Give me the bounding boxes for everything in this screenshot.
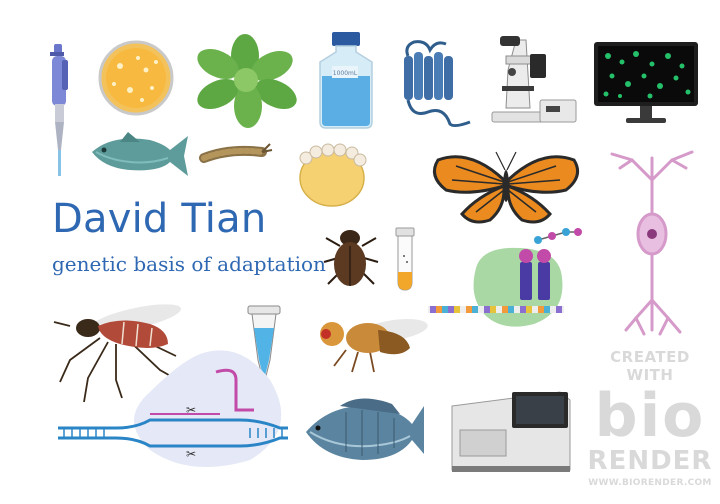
watermark-logo: bio	[594, 381, 706, 451]
embryo-icon	[299, 143, 367, 207]
monitor-cells-icon	[594, 42, 698, 123]
svg-text:✂: ✂	[186, 447, 196, 461]
bottle-label: 1000mL	[333, 70, 358, 77]
tilapia-icon	[306, 398, 424, 460]
microscope-icon	[491, 36, 577, 123]
pipette-icon	[50, 44, 68, 176]
svg-text:✂: ✂	[186, 403, 196, 417]
watermark-line1: CREATED WITH	[610, 348, 690, 384]
larva-icon	[199, 143, 273, 163]
sample-tube-icon	[395, 227, 415, 291]
watermark-url: WWW.BIORENDER.COM	[588, 478, 712, 488]
plant-rosette-icon	[197, 34, 297, 128]
fish-icon	[92, 132, 188, 176]
fruit-fly-icon	[320, 319, 428, 373]
neuron-icon	[610, 150, 694, 336]
media-bottle-icon: 1000mL	[319, 32, 373, 129]
microcentrifuge-tube-icon	[247, 305, 281, 385]
transcription-complex-icon	[428, 228, 582, 327]
biorender-watermark: CREATED WITH bio RENDER WWW.BIORENDER.CO…	[586, 348, 714, 488]
petri-dish-icon	[98, 40, 174, 116]
page-title: David Tian	[52, 196, 267, 242]
crispr-dna-icon: ✂ ✂	[58, 350, 288, 468]
page-subtitle: genetic basis of adaptation	[52, 252, 326, 276]
membrane-protein-icon	[404, 40, 471, 128]
watermark-line3: RENDER	[587, 446, 713, 476]
beetle-icon	[323, 230, 379, 286]
butterfly-icon	[432, 151, 580, 224]
sequencer-icon	[451, 391, 571, 472]
mosquito-icon	[53, 304, 182, 403]
